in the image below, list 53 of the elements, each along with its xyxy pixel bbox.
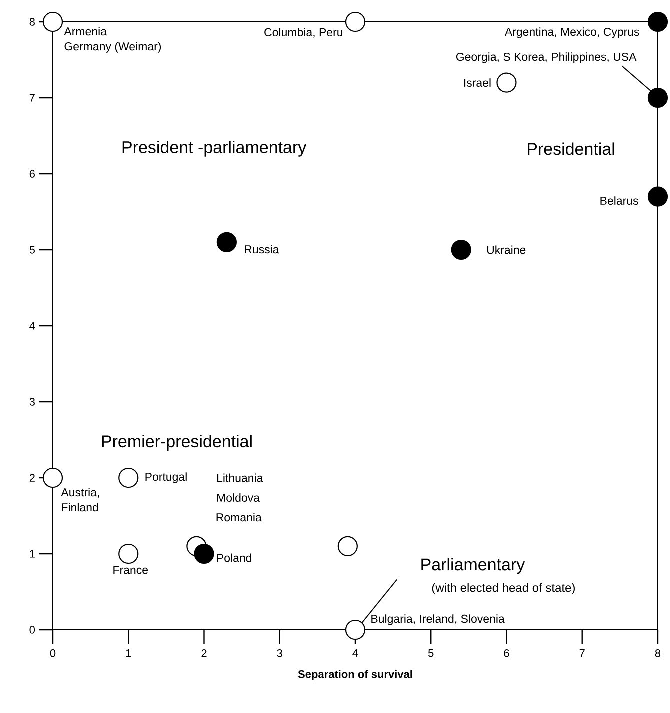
- point: [118, 468, 139, 488]
- annotation: Georgia, S Korea, Philippines, USA: [456, 52, 637, 64]
- annotation: France: [114, 566, 148, 574]
- annotation: Poland: [217, 554, 252, 562]
- annotation: Belarus: [600, 196, 638, 206]
- annotation: Portugal: [146, 472, 187, 484]
- x-tick-label: 6: [504, 650, 510, 658]
- y-tick-label: 1: [30, 550, 35, 558]
- y-tick-label: 2: [30, 474, 35, 482]
- point: [345, 620, 366, 640]
- annotation: Romania: [216, 513, 262, 522]
- y-tick-label: 5: [30, 246, 35, 254]
- y-tick-label: 0: [30, 626, 36, 634]
- x-tick-label: 7: [580, 650, 585, 658]
- annotation: Columbia, Peru: [264, 28, 342, 38]
- annotation: Presidential: [528, 142, 614, 156]
- y-tick-label: 6: [30, 170, 35, 178]
- point: [42, 12, 64, 32]
- point: [216, 232, 237, 252]
- y-tick-label: 4: [30, 322, 36, 330]
- point: [42, 468, 64, 488]
- point: [345, 12, 366, 32]
- y-tick-label: 7: [30, 94, 35, 102]
- annotation: President -parliamentary: [122, 141, 307, 157]
- annotation: Ukraine: [487, 246, 526, 254]
- annotation: Bulgaria, Ireland, Slovenia: [372, 614, 505, 626]
- x-tick-label: 2: [202, 650, 207, 658]
- x-tick-label: 4: [352, 650, 358, 658]
- annotation: Israel: [464, 78, 491, 88]
- annotation: Germany (Weimar): [64, 42, 162, 53]
- annotation: Finland: [62, 503, 98, 512]
- y-tick-label: 3: [30, 398, 35, 406]
- annotation: Parliamentary: [422, 558, 526, 574]
- x-tick-label: 3: [277, 650, 282, 658]
- annotation: Premier-presidential: [102, 435, 252, 451]
- annotation: Austria,: [61, 488, 100, 498]
- annotation: Armenia: [64, 27, 108, 36]
- point: [496, 72, 517, 93]
- point: [451, 240, 472, 260]
- x-tick-label: 0: [50, 650, 56, 658]
- annotation: Lithuania: [217, 474, 264, 482]
- annotation: Argentina, Mexico, Cyprus: [504, 28, 640, 38]
- x-axis-title: Separation of survival: [298, 670, 412, 680]
- annotation: Russia: [245, 245, 280, 254]
- point: [338, 536, 358, 556]
- y-tick-label: 8: [30, 18, 35, 26]
- annotation: Moldova: [217, 494, 260, 502]
- x-tick-label: 5: [428, 650, 434, 658]
- point: [194, 544, 214, 564]
- annotation: (with elected head of state): [432, 583, 575, 595]
- x-tick-label: 8: [655, 650, 661, 658]
- x-tick-label: 1: [126, 650, 132, 658]
- point: [118, 544, 139, 564]
